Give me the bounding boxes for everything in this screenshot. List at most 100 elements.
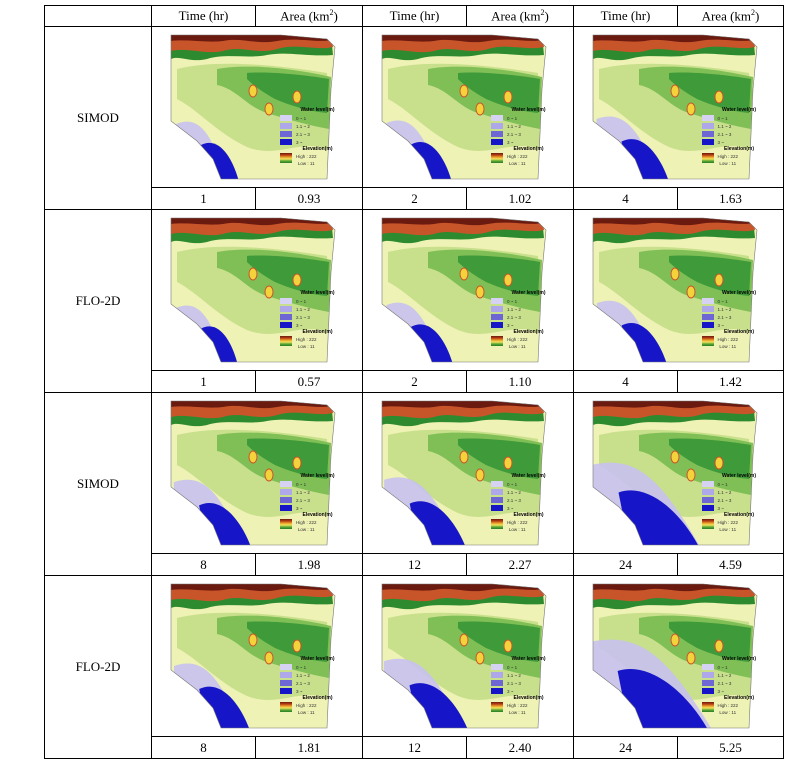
water-swatch [280, 505, 292, 511]
peak-band [382, 584, 543, 592]
map-boundary [170, 217, 336, 363]
elevation-legend-title: Elevation(m) [513, 512, 544, 518]
map-legend: Water level(m) 0 ~ 1 1.1 ~ 2 2.1 ~ 3 3 ~ Elev… [280, 656, 355, 716]
water-swatch [701, 481, 714, 487]
summit-marker [264, 468, 274, 482]
map-figure: Water level(m) 0 ~ 1 1.1 ~ 2 2.1 ~ 3 3 ~ Elev… [579, 212, 779, 368]
peak-band [171, 584, 332, 592]
elevation-ramp [701, 336, 714, 346]
water-legend-item: 0 ~ 1 [701, 297, 777, 305]
water-legend-label: 0 ~ 1 [717, 298, 728, 304]
water-legend-item: 0 ~ 1 [491, 114, 566, 122]
water-legend-label: 1.1 ~ 2 [717, 672, 732, 678]
map-figure: Water level(m) 0 ~ 1 1.1 ~ 2 2.1 ~ 3 3 ~ Elev… [579, 29, 779, 185]
water-legend-label: 1.1 ~ 2 [717, 306, 732, 312]
time-value: 1 [151, 187, 256, 210]
map-cell: Water level(m) 0 ~ 1 1.1 ~ 2 2.1 ~ 3 3 ~ Elev… [573, 575, 784, 737]
elevation-legend: High : 222 Low : 11 [280, 702, 355, 716]
water-legend-label: 0 ~ 1 [507, 115, 518, 121]
map-boundary [381, 400, 547, 546]
water-legend-label: 0 ~ 1 [296, 115, 307, 121]
elevation-legend: High : 222 Low : 11 [280, 519, 355, 533]
time-value: 12 [362, 553, 467, 576]
water-legend-item: 2.1 ~ 3 [701, 496, 777, 504]
area-header: Area (km2) [677, 5, 784, 27]
elevation-labels: High : 222 Low : 11 [718, 336, 739, 350]
map-figure: Water level(m) 0 ~ 1 1.1 ~ 2 2.1 ~ 3 3 ~ Elev… [157, 212, 357, 368]
elevation-legend-title: Elevation(m) [723, 512, 754, 518]
water-swatch [701, 505, 714, 511]
elevation-labels: High : 222 Low : 11 [718, 519, 739, 533]
elevation-ramp [280, 702, 292, 712]
map-figure: Water level(m) 0 ~ 1 1.1 ~ 2 2.1 ~ 3 3 ~ Elev… [368, 212, 568, 368]
map-boundary [592, 34, 757, 180]
elevation-legend-title: Elevation(m) [723, 329, 754, 335]
water-legend-item: 1.1 ~ 2 [701, 488, 777, 496]
elevation-labels: High : 222 Low : 11 [507, 336, 528, 350]
water-legend-item: 0 ~ 1 [701, 663, 777, 671]
elevation-low-label: Low : 11 [297, 161, 315, 166]
water-legend-item: 3 ~ [491, 138, 566, 146]
summit-marker [475, 468, 485, 482]
elevation-labels: High : 222 Low : 11 [296, 336, 317, 350]
peak-band [592, 401, 754, 409]
map-legend: Water level(m) 0 ~ 1 1.1 ~ 2 2.1 ~ 3 3 ~ Elev… [491, 656, 566, 716]
elevation-legend-title: Elevation(m) [513, 146, 544, 152]
elevation-high-label: High : 222 [717, 154, 739, 159]
summit-marker [686, 651, 695, 665]
map-cell: Water level(m) 0 ~ 1 1.1 ~ 2 2.1 ~ 3 3 ~ Elev… [151, 209, 363, 371]
elevation-low-label: Low : 11 [508, 710, 526, 715]
water-legend-title: Water level(m) [722, 290, 756, 296]
map-boundary [592, 400, 757, 546]
water-swatch [280, 123, 292, 129]
time-header: Time (hr) [362, 5, 467, 27]
water-legend-label: 0 ~ 1 [717, 115, 728, 121]
elevation-low-label: Low : 11 [297, 710, 315, 715]
map-cell: Water level(m) 0 ~ 1 1.1 ~ 2 2.1 ~ 3 3 ~ Elev… [573, 392, 784, 554]
water-swatch [491, 131, 503, 137]
elevation-ramp [280, 153, 292, 163]
value-row: 8 1.81 12 2.40 24 5.25 [45, 736, 784, 759]
map-row: FLO-2D Water level(m) 0 ~ 1 1.1 ~ 2 2.1 ~ 3 3… [44, 575, 784, 759]
water-swatch [491, 481, 503, 487]
water-legend-label: 3 ~ [717, 505, 724, 511]
water-legend-label: 0 ~ 1 [296, 664, 307, 670]
water-legend-label: 1.1 ~ 2 [507, 123, 521, 129]
water-legend-item: 1.1 ~ 2 [491, 488, 566, 496]
terrain-map [592, 583, 757, 729]
water-legend-item: 3 ~ [280, 687, 355, 695]
summit-marker [292, 456, 302, 470]
water-legend-label: 2.1 ~ 3 [296, 131, 310, 137]
water-swatch [280, 314, 292, 320]
water-legend-item: 1.1 ~ 2 [280, 122, 355, 130]
map-row: FLO-2D Water level(m) 0 ~ 1 1.1 ~ 2 2.1 ~ 3 3… [44, 209, 784, 393]
water-legend-item: 2.1 ~ 3 [701, 130, 777, 138]
flood-deep [618, 490, 698, 545]
map-cell: Water level(m) 0 ~ 1 1.1 ~ 2 2.1 ~ 3 3 ~ Elev… [151, 392, 363, 554]
water-swatch [280, 306, 292, 312]
water-legend-label: 2.1 ~ 3 [507, 131, 521, 137]
elevation-legend-title: Elevation(m) [723, 695, 754, 701]
water-legend-title: Water level(m) [722, 473, 756, 479]
elevation-high-label: High : 222 [717, 703, 739, 708]
elevation-legend: High : 222 Low : 11 [701, 336, 777, 350]
water-swatch [280, 672, 292, 678]
map-legend: Water level(m) 0 ~ 1 1.1 ~ 2 2.1 ~ 3 3 ~ Elev… [491, 107, 566, 167]
summit-marker [475, 651, 485, 665]
water-legend-label: 3 ~ [717, 322, 724, 328]
water-legend-label: 2.1 ~ 3 [507, 314, 521, 320]
forest-area [458, 438, 540, 479]
water-legend-label: 1.1 ~ 2 [507, 489, 521, 495]
water-legend-label: 0 ~ 1 [717, 481, 728, 487]
summit-marker [248, 267, 258, 281]
water-legend-label: 3 ~ [717, 139, 724, 145]
area-value: 2.27 [466, 553, 574, 576]
elevation-labels: High : 222 Low : 11 [296, 153, 317, 167]
water-legend-item: 2.1 ~ 3 [491, 130, 566, 138]
corner-cell [44, 5, 152, 27]
elevation-legend-title: Elevation(m) [513, 329, 544, 335]
model-label: SIMOD [44, 26, 152, 210]
water-legend-label: 3 ~ [296, 322, 303, 328]
elevation-labels: High : 222 Low : 11 [296, 702, 317, 716]
water-legend-item: 3 ~ [701, 321, 777, 329]
